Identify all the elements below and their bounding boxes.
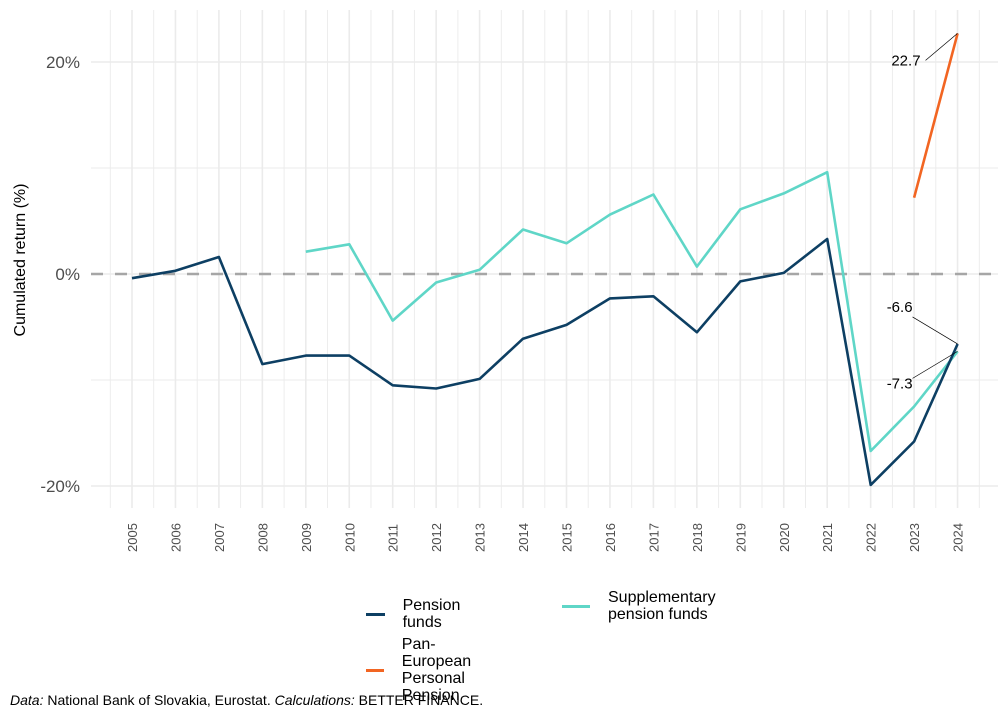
- x-tick-label: 2024: [951, 523, 966, 552]
- legend-label: Pension funds: [402, 597, 461, 631]
- data-label: 22.7: [891, 52, 920, 69]
- legend-label: Supplementary pension funds: [608, 589, 716, 623]
- x-tick-label: 2009: [299, 523, 314, 552]
- y-axis-ticks: -20% 0% 20%: [40, 53, 80, 496]
- x-tick-label: 2017: [646, 523, 661, 552]
- legend-key: [562, 604, 590, 608]
- legend-label: Pan-European Personal Pension: [402, 636, 482, 704]
- caption-data-label: Data:: [10, 692, 44, 708]
- legend-item-pension-funds: Pension funds: [366, 597, 470, 631]
- data-label-leader: [912, 351, 958, 379]
- chart: 22.7-6.6-7.3 -20%0%20% 2005 2006 2007 2008 2…: [12, 10, 998, 552]
- legend-item-pepp: Pan-European Personal Pension: [366, 636, 481, 704]
- legend-label-line: Personal Pension: [401, 670, 465, 704]
- x-tick-label: 2011: [386, 524, 401, 552]
- data-label-leader: [912, 316, 958, 345]
- x-tick-label: 2007: [212, 523, 227, 552]
- x-tick-label: 2020: [777, 523, 792, 552]
- x-tick-label: 2012: [429, 523, 444, 552]
- legend-item-supplementary-pension-funds: Supplementary pension funds: [562, 589, 716, 623]
- legend-label-line: Pan-European: [401, 636, 472, 670]
- y-axis-title: Cumulated return (%): [12, 184, 29, 337]
- data-label: -6.6: [887, 299, 913, 316]
- legend-key: [366, 612, 385, 616]
- x-tick-label: 2005: [125, 523, 140, 552]
- y-tick-label: 20%: [46, 53, 80, 72]
- data-label-leader: [925, 33, 958, 61]
- caption-calc-text: BETTER FINANCE.: [354, 692, 484, 708]
- legend-key: [366, 668, 384, 672]
- caption-data-text: National Bank of Slovakia, Eurostat.: [43, 692, 275, 708]
- x-tick-label: 2008: [255, 523, 270, 552]
- x-tick-label: 2014: [516, 523, 531, 552]
- caption-calc-label: Calculations:: [274, 692, 355, 708]
- series-lines: [131, 33, 959, 487]
- caption: Data: National Bank of Slovakia, Eurosta…: [10, 692, 483, 708]
- y-tick-label: 0%: [55, 265, 80, 284]
- x-tick-label: 2010: [342, 523, 357, 552]
- series-line-pan-european-personal-pension: [912, 33, 959, 199]
- x-tick-label: 2016: [603, 523, 618, 552]
- x-tick-label: 2015: [560, 523, 575, 552]
- x-axis-ticks: 2005 2006 2007 2008 2009 2010 2011 2012 2013 2014…: [125, 523, 966, 552]
- x-tick-label: 2023: [907, 523, 922, 552]
- x-tick-label: 2021: [820, 523, 835, 552]
- x-tick-label: 2019: [733, 523, 748, 552]
- x-tick-label: 2013: [473, 523, 488, 552]
- data-label: -7.3: [887, 375, 913, 392]
- legend-label-line: Supplementary: [608, 589, 716, 606]
- x-tick-label: 2022: [864, 523, 879, 552]
- series-line-supplementary-pension-funds: [305, 170, 959, 453]
- legend-label-line: pension funds: [608, 606, 708, 623]
- data-labels: 22.7 -6.6 -7.3: [887, 33, 958, 392]
- x-tick-label: 2018: [690, 523, 705, 552]
- x-tick-label: 2006: [168, 523, 183, 552]
- series-line-pension-funds: [131, 237, 959, 487]
- y-tick-label: -20%: [40, 477, 80, 496]
